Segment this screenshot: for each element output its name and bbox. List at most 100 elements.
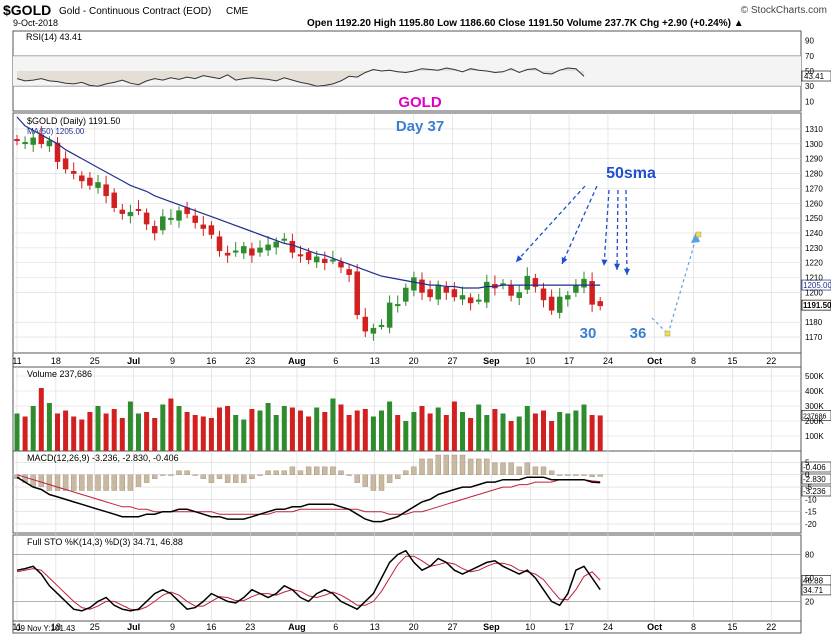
volume-bar (289, 407, 295, 451)
rsi-line (16, 67, 585, 87)
volume-bar (573, 410, 579, 451)
x-tick-label-bottom: 16 (206, 622, 216, 632)
rsi-tick-label: 90 (805, 37, 814, 46)
price-tick-label: 1260 (805, 199, 823, 208)
exchange: CME (226, 6, 249, 17)
price-candle (127, 211, 134, 217)
x-tick-label: 23 (245, 356, 255, 366)
macd-histogram-bar (289, 466, 296, 475)
count-36: 36 (630, 325, 647, 342)
price-candle (79, 175, 85, 182)
x-tick-label: 6 (333, 356, 338, 366)
price-candle (484, 281, 490, 303)
price-candle (200, 224, 207, 229)
macd-histogram-bar (70, 474, 77, 491)
symbol: $GOLD (3, 2, 51, 18)
day-count: Day 37 (396, 118, 444, 135)
price-candle (176, 210, 182, 221)
volume-bar (476, 404, 482, 451)
price-candle (411, 277, 417, 291)
volume-bar (63, 410, 69, 451)
volume-bar (314, 407, 320, 451)
sto-last-tag: 34.71 (803, 586, 824, 595)
x-tick-label-bottom: 9 (170, 622, 175, 632)
price-candle (249, 248, 255, 256)
macd-histogram-bar (127, 474, 134, 491)
price-candle (168, 217, 174, 220)
x-tick-label-bottom: Sep (483, 622, 500, 632)
volume-tick-label: 300K (805, 402, 824, 411)
price-tick-label: 1220 (805, 259, 823, 268)
sto-k-line (16, 549, 601, 612)
macd-histogram-bar (200, 474, 207, 479)
macd-histogram-bar (79, 474, 85, 491)
x-tick-label-bottom: 8 (691, 622, 696, 632)
price-tick-label: 1250 (805, 214, 823, 223)
x-tick-label: 27 (447, 356, 457, 366)
macd-histogram-bar (557, 474, 563, 476)
macd-histogram-bar (281, 470, 287, 475)
volume-bar (225, 406, 231, 451)
macd-histogram-bar (338, 470, 344, 475)
volume-bar (346, 415, 352, 451)
price-candle (87, 177, 93, 186)
price-candle (70, 171, 77, 174)
price-candle (143, 212, 150, 225)
price-candle (403, 287, 409, 302)
macd-histogram-bar (257, 474, 263, 476)
x-tick-label-bottom: Jul (127, 622, 140, 632)
macd-histogram-bar (111, 474, 117, 491)
macd-histogram-bar (370, 474, 377, 491)
volume-bar (306, 416, 312, 451)
price-tick-label: 1200 (805, 288, 823, 297)
x-tick-label-bottom: Aug (288, 622, 306, 632)
x-tick-label-bottom: 24 (603, 622, 613, 632)
volume-bar (281, 406, 287, 451)
rsi-band (13, 55, 801, 87)
x-tick-label: 13 (370, 356, 380, 366)
volume-bar (208, 418, 214, 451)
macd-histogram-bar (548, 470, 555, 475)
volume-bar (500, 413, 506, 451)
volume-bar (241, 419, 247, 451)
macd-histogram-bar (143, 474, 150, 483)
price-candle (289, 240, 296, 253)
volume-last-tag-box (801, 410, 831, 421)
price-candle (370, 327, 377, 334)
price-candle (208, 225, 215, 235)
price-candle (160, 216, 166, 231)
price-candle (589, 281, 595, 305)
rsi-tick-label: 50 (805, 67, 814, 76)
sma-arrow-3-head (601, 259, 608, 266)
x-tick-label-bottom: 25 (90, 622, 100, 632)
x-tick-label-bottom: 20 (409, 622, 419, 632)
volume-bar (557, 412, 563, 451)
price-label: $GOLD (Daily) 1191.50 (27, 116, 120, 126)
volume-tick-label: 400K (805, 387, 824, 396)
macd-histogram-bar (508, 462, 514, 475)
volume-bar (144, 412, 150, 451)
x-tick-label-bottom: 27 (447, 622, 457, 632)
volume-bar (298, 410, 303, 451)
volume-bar (79, 419, 85, 451)
price-candle (151, 226, 158, 234)
volume-bar (119, 418, 125, 451)
volume-tick-label: 100K (805, 432, 824, 441)
macd-tick-label: 0 (805, 471, 810, 480)
macd-histogram-bar (208, 474, 215, 483)
price-tick-label: 1270 (805, 184, 823, 193)
rsi-shade (17, 68, 584, 87)
price-last-tag: 1191.50 (803, 301, 831, 310)
volume-bar (597, 415, 603, 451)
price-candle (322, 258, 328, 263)
volume-bar (451, 401, 457, 451)
volume-bar (468, 418, 474, 451)
macd-histogram-bar (160, 474, 166, 476)
sma-arrow-2-head (561, 257, 568, 264)
x-tick-label: 24 (603, 356, 613, 366)
macd-histogram-bar (297, 470, 304, 475)
macd-histogram-bar (62, 474, 69, 491)
macd-histogram-bar (476, 458, 482, 475)
volume-bar (152, 418, 158, 451)
macd-histogram-bar (411, 466, 417, 475)
